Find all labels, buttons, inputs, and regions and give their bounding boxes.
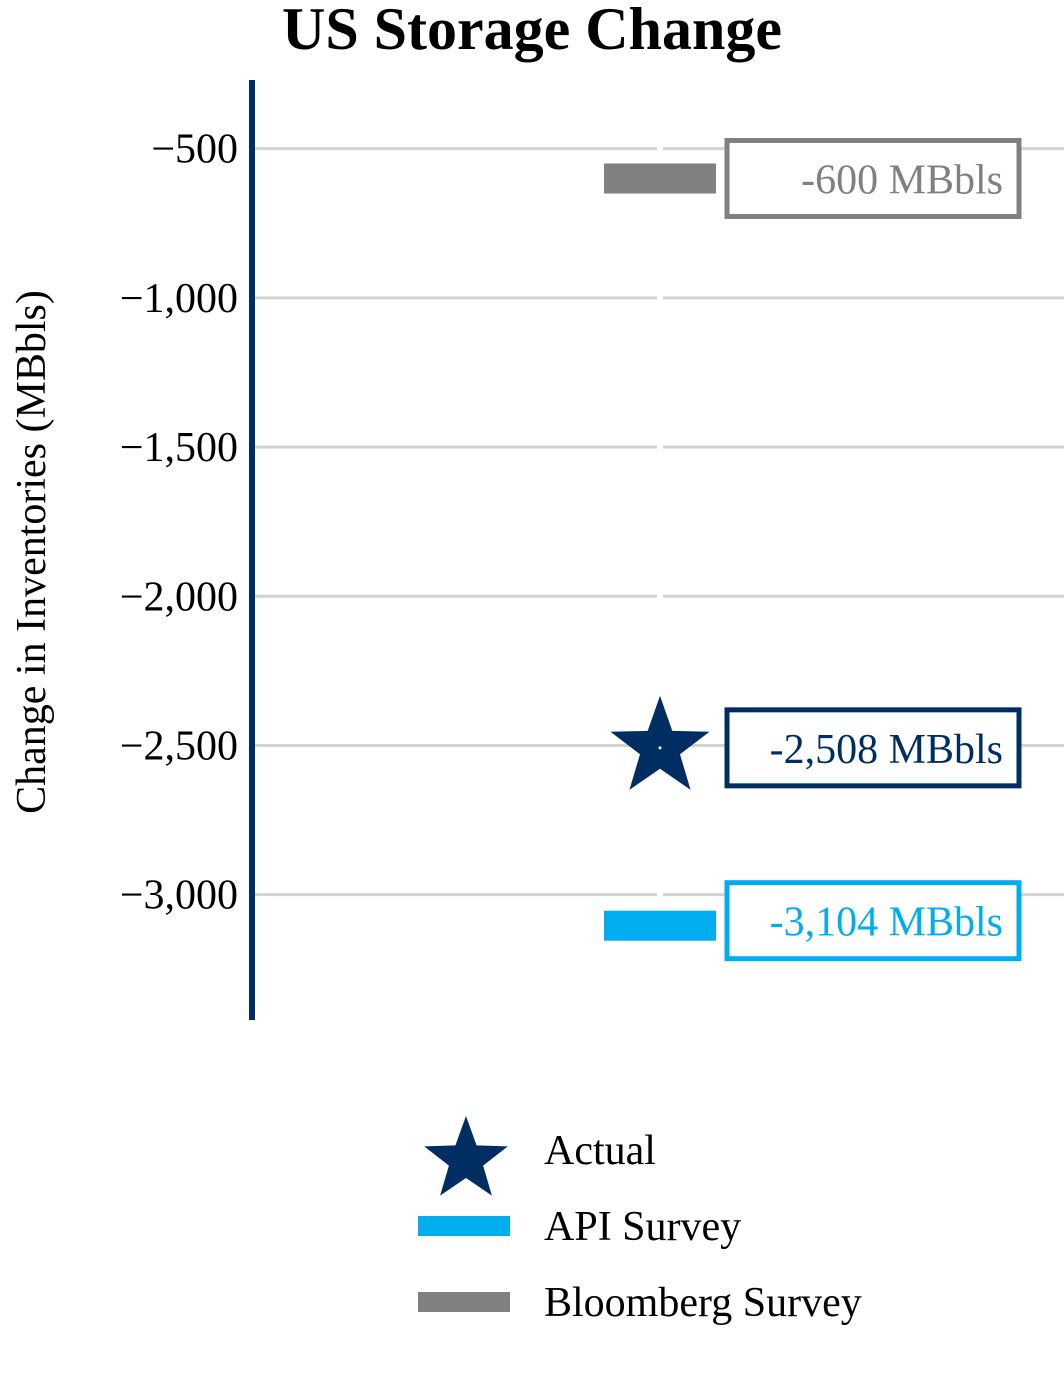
legend-item-api: API Survey — [414, 1196, 974, 1272]
bloomberg-survey-value-label: -600 MBbls — [801, 157, 1003, 203]
y-tick-label: −3,000 — [120, 873, 238, 919]
actual-value-label: -2,508 MBbls — [770, 727, 1003, 773]
chart-title: US Storage Change — [281, 0, 782, 62]
legend: Actual API Survey Bloomberg Survey — [414, 1116, 974, 1348]
legend-item-actual: Actual — [414, 1116, 974, 1196]
category-gap — [657, 80, 663, 1020]
legend-api-swatch — [418, 1216, 510, 1236]
y-tick-label: −2,000 — [120, 574, 238, 620]
actual-star-center — [658, 746, 662, 750]
legend-label-actual: Actual — [544, 1128, 656, 1174]
y-tick-label: −1,500 — [120, 425, 238, 471]
api-survey-value-box — [724, 880, 1022, 962]
y-tick-label: −2,500 — [120, 723, 238, 769]
y-tick-label: −1,000 — [120, 276, 238, 322]
api-survey-bar-marker — [604, 910, 716, 941]
api-survey-value-label: -3,104 MBbls — [770, 900, 1003, 946]
legend-star-icon — [424, 1116, 508, 1196]
legend-item-bloomberg: Bloomberg Survey — [414, 1272, 974, 1348]
legend-bloomberg-swatch — [418, 1292, 510, 1312]
actual-value-box — [724, 707, 1022, 789]
actual-star-marker — [610, 695, 710, 790]
legend-label-api: API Survey — [544, 1204, 742, 1250]
legend-label-bloomberg: Bloomberg Survey — [544, 1280, 862, 1326]
bloomberg-survey-bar-marker — [604, 163, 716, 194]
bloomberg-survey-value-box — [724, 137, 1022, 219]
chart-plot-area: −500 −1,000 −1,500 −2,000 −2,500 −3,000 -2,508… — [120, 80, 1064, 1020]
y-tick-label: −500 — [151, 127, 238, 173]
